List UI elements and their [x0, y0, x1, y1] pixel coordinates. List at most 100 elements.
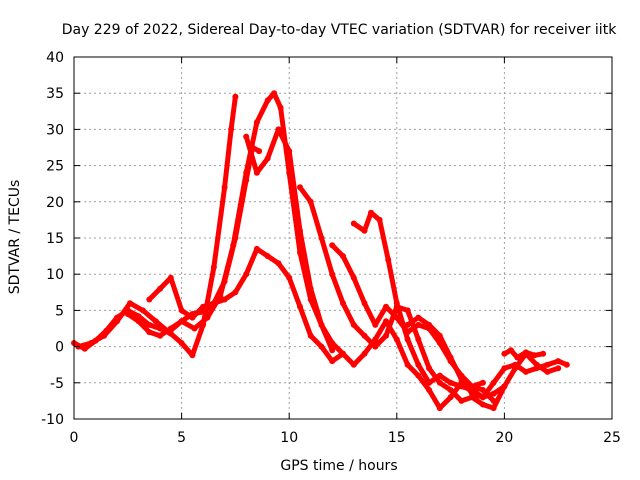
data-point — [479, 394, 486, 401]
data-point — [544, 368, 551, 375]
data-point — [447, 354, 454, 361]
data-point — [469, 390, 476, 397]
data-point — [436, 405, 443, 412]
data-point — [329, 347, 336, 354]
data-point — [329, 242, 336, 249]
data-point — [350, 220, 357, 227]
data-point — [127, 300, 133, 307]
x-tick-label: 20 — [495, 430, 513, 446]
y-tick-label: 10 — [46, 267, 64, 283]
data-point — [124, 311, 131, 317]
data-point — [210, 264, 217, 270]
series-layer — [71, 90, 570, 412]
y-tick-label: 0 — [55, 340, 64, 356]
data-point — [253, 119, 260, 126]
y-tick-label: 40 — [46, 50, 64, 66]
data-point — [415, 372, 422, 379]
data-point — [426, 321, 433, 328]
data-point — [436, 372, 443, 379]
data-point — [501, 350, 508, 357]
data-point — [232, 235, 239, 241]
chart-title: Day 229 of 2022, Sidereal Day-to-day VTE… — [62, 22, 617, 38]
data-point — [350, 321, 357, 328]
data-point — [361, 227, 368, 234]
data-point — [146, 329, 153, 336]
axis-ticks: 0 5 10 15 20 25 -10 -5 0 5 10 15 20 25 30 35 40 — [41, 50, 621, 446]
data-point — [189, 352, 196, 359]
data-point — [372, 336, 379, 343]
data-point — [361, 300, 368, 307]
data-point — [277, 104, 284, 111]
data-point — [178, 307, 185, 314]
y-tick-label: -5 — [50, 376, 64, 392]
x-tick-label: 10 — [280, 430, 298, 446]
data-point — [383, 303, 389, 310]
data-point — [340, 350, 346, 357]
data-point — [501, 383, 508, 390]
y-tick-label: 15 — [46, 231, 64, 247]
grid-lines — [74, 57, 612, 419]
data-point — [189, 314, 196, 321]
data-point — [297, 184, 303, 191]
data-point — [426, 379, 433, 386]
data-point — [415, 321, 422, 328]
data-point — [340, 253, 346, 260]
data-point — [514, 354, 521, 361]
data-point — [157, 332, 164, 339]
data-point — [152, 318, 159, 325]
data-point — [436, 332, 443, 339]
data-point — [256, 148, 263, 155]
data-point — [404, 361, 411, 368]
series-line-prn-a — [71, 94, 238, 358]
data-point — [372, 343, 379, 350]
data-point — [286, 148, 293, 155]
data-point — [253, 169, 260, 176]
data-point — [178, 340, 185, 346]
data-point — [350, 274, 357, 281]
data-point — [522, 349, 529, 356]
data-point — [101, 332, 108, 339]
data-point — [146, 296, 153, 303]
data-point — [221, 278, 228, 285]
data-point — [191, 325, 198, 332]
data-point — [253, 245, 260, 252]
data-point — [264, 253, 271, 260]
x-axis-label: GPS time / hours — [280, 458, 397, 474]
data-point — [271, 90, 278, 97]
data-point — [376, 216, 383, 223]
data-point — [243, 271, 250, 278]
data-point — [286, 274, 293, 281]
data-point — [512, 365, 519, 372]
data-point — [479, 379, 486, 386]
data-point — [393, 336, 400, 343]
data-point — [385, 256, 392, 263]
data-point — [139, 307, 146, 314]
data-point — [210, 300, 217, 307]
data-point — [436, 379, 443, 386]
data-point — [555, 358, 562, 365]
data-point — [458, 376, 465, 383]
data-point — [426, 387, 433, 393]
data-point — [447, 394, 454, 401]
data-point — [383, 332, 389, 339]
data-point — [228, 126, 235, 133]
data-point — [135, 318, 142, 325]
data-point — [114, 318, 120, 325]
data-point — [555, 365, 562, 372]
data-point — [372, 321, 379, 328]
data-point — [157, 285, 164, 292]
data-point — [264, 97, 271, 104]
data-point — [361, 350, 368, 357]
data-point — [393, 300, 400, 307]
data-point — [318, 321, 325, 328]
data-point — [361, 332, 368, 339]
data-point — [297, 303, 303, 310]
data-point — [318, 235, 325, 241]
data-point — [368, 209, 374, 216]
data-point — [447, 387, 454, 393]
data-point — [490, 390, 497, 397]
series-line-prn-h — [351, 210, 570, 400]
data-point — [243, 133, 250, 140]
data-point — [221, 296, 228, 303]
